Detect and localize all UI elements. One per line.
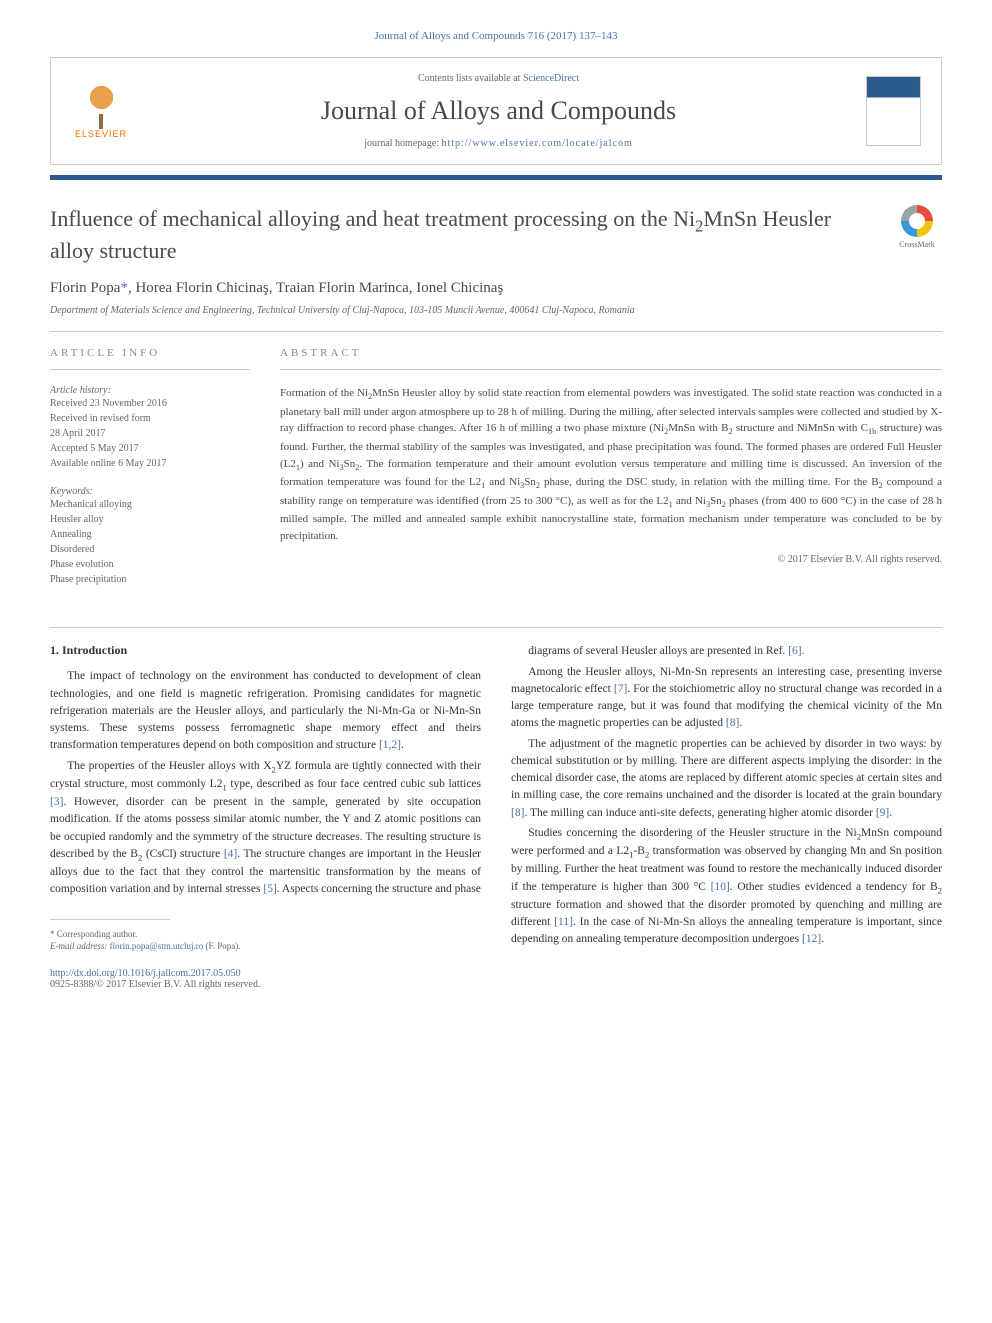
para: Studies concerning the disordering of th… — [511, 825, 942, 949]
divider — [50, 331, 942, 332]
homepage-label: journal homepage: — [364, 138, 439, 149]
keyword-item: Mechanical alloying — [50, 497, 250, 512]
history-item: Available online 6 May 2017 — [50, 456, 250, 471]
col1-paragraphs: The impact of technology on the environm… — [50, 668, 481, 898]
column-right: diagrams of several Heusler alloys are p… — [511, 643, 942, 952]
keyword-item: Disordered — [50, 542, 250, 557]
homepage-link[interactable]: http://www.elsevier.com/locate/jalcom — [441, 138, 632, 149]
corresponding-author: * Corresponding author. E-mail address: … — [50, 928, 481, 953]
article-title: Influence of mechanical alloying and hea… — [50, 205, 872, 265]
article-info: ARTICLE INFO Article history: Received 2… — [50, 347, 250, 587]
history-item: Received 23 November 2016 — [50, 396, 250, 411]
keywords-label: Keywords: — [50, 486, 250, 497]
crossmark-label: CrossMark — [899, 240, 935, 249]
article-info-heading: ARTICLE INFO — [50, 347, 250, 359]
sciencedirect-link[interactable]: ScienceDirect — [523, 73, 579, 84]
footnote-rule — [50, 919, 170, 920]
history-item: Accepted 5 May 2017 — [50, 441, 250, 456]
contents-label: Contents lists available at — [418, 73, 520, 84]
keywords-list: Mechanical alloyingHeusler alloyAnnealin… — [50, 497, 250, 587]
crossmark-badge[interactable]: CrossMark — [892, 205, 942, 255]
column-left: 1. Introduction The impact of technology… — [50, 643, 481, 952]
author-email-link[interactable]: florin.popa@stm.utcluj.ro — [110, 941, 204, 951]
history-list: Received 23 November 2016Received in rev… — [50, 396, 250, 471]
elsevier-text: ELSEVIER — [75, 129, 127, 139]
section-1-heading: 1. Introduction — [50, 643, 481, 658]
keyword-item: Annealing — [50, 527, 250, 542]
title-row: Influence of mechanical alloying and hea… — [50, 205, 942, 265]
journal-name: Journal of Alloys and Compounds — [131, 96, 866, 126]
elsevier-logo: ELSEVIER — [71, 76, 131, 146]
elsevier-tree-icon — [79, 84, 124, 129]
para: The properties of the Heusler alloys wit… — [50, 758, 481, 899]
keyword-item: Phase precipitation — [50, 572, 250, 587]
citation-header: Journal of Alloys and Compounds 716 (201… — [50, 30, 942, 42]
info-abstract-row: ARTICLE INFO Article history: Received 2… — [50, 347, 942, 587]
body-columns: 1. Introduction The impact of technology… — [50, 643, 942, 952]
divider — [50, 627, 942, 628]
divider — [280, 369, 942, 370]
affiliation: Department of Materials Science and Engi… — [50, 305, 942, 316]
email-name: (F. Popa). — [205, 941, 240, 951]
keyword-item: Phase evolution — [50, 557, 250, 572]
keyword-item: Heusler alloy — [50, 512, 250, 527]
para: Among the Heusler alloys, Ni-Mn-Sn repre… — [511, 664, 942, 733]
history-item: 28 April 2017 — [50, 426, 250, 441]
crossmark-icon — [901, 205, 933, 237]
history-label: Article history: — [50, 385, 250, 396]
history-item: Received in revised form — [50, 411, 250, 426]
abstract-text: Formation of the Ni2MnSn Heusler alloy b… — [280, 385, 942, 544]
journal-header-box: ELSEVIER Contents lists available at Sci… — [50, 57, 942, 165]
issn-line: 0925-8388/© 2017 Elsevier B.V. All right… — [50, 979, 942, 990]
email-label: E-mail address: — [50, 941, 107, 951]
blue-divider — [50, 175, 942, 180]
authors: Florin Popa*, Horea Florin Chicinaş, Tra… — [50, 280, 942, 297]
journal-homepage: journal homepage: http://www.elsevier.co… — [131, 138, 866, 149]
abstract: ABSTRACT Formation of the Ni2MnSn Heusle… — [280, 347, 942, 587]
para: diagrams of several Heusler alloys are p… — [511, 643, 942, 660]
col2-paragraphs: diagrams of several Heusler alloys are p… — [511, 643, 942, 948]
doi-link[interactable]: http://dx.doi.org/10.1016/j.jallcom.2017… — [50, 968, 942, 979]
journal-info: Contents lists available at ScienceDirec… — [131, 73, 866, 149]
contents-available: Contents lists available at ScienceDirec… — [131, 73, 866, 84]
para: The impact of technology on the environm… — [50, 668, 481, 754]
corr-label: * Corresponding author. — [50, 928, 481, 941]
abstract-heading: ABSTRACT — [280, 347, 942, 359]
abstract-copyright: © 2017 Elsevier B.V. All rights reserved… — [280, 554, 942, 565]
para: The adjustment of the magnetic propertie… — [511, 736, 942, 822]
journal-cover-thumbnail: JOURNAL OF ALLOYS AND COMPOUNDS — [866, 76, 921, 146]
divider — [50, 369, 250, 370]
